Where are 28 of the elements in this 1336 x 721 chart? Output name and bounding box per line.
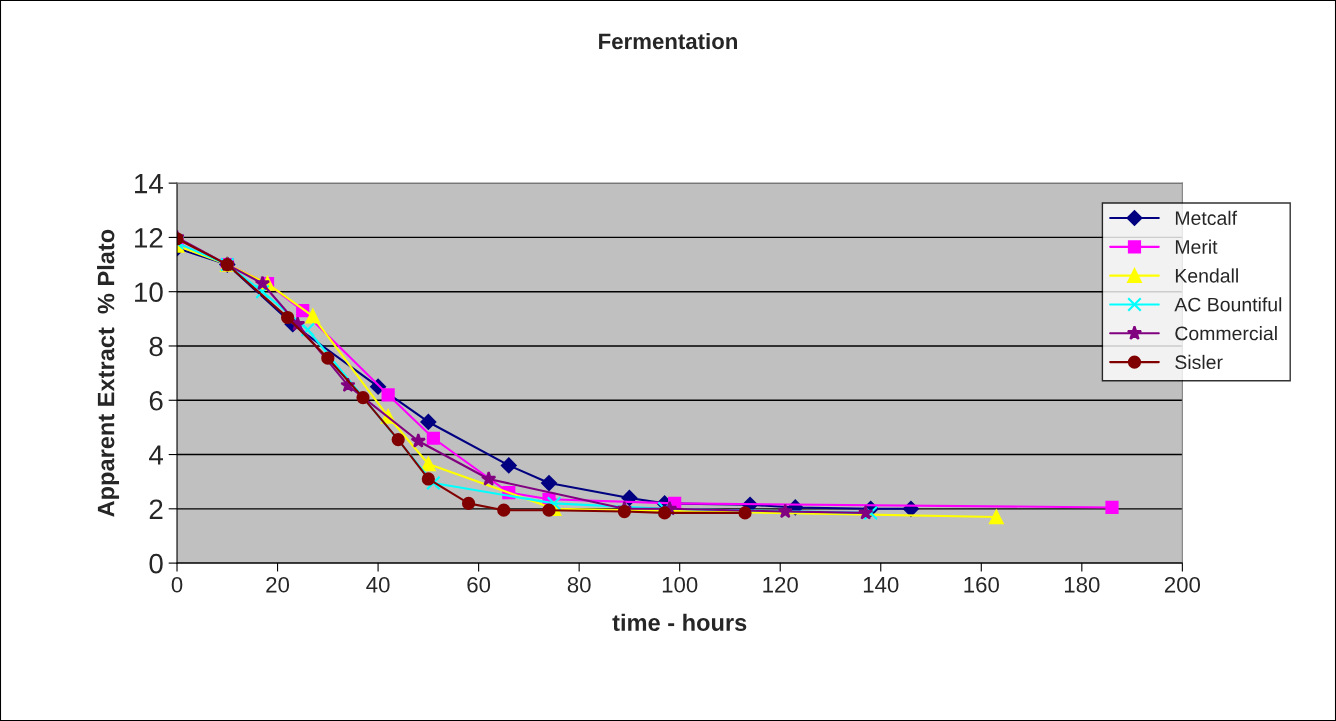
legend-label: Commercial bbox=[1175, 326, 1277, 341]
x-axis-title: time - hours bbox=[612, 613, 747, 632]
y-tick-label: 0 bbox=[149, 553, 163, 574]
y-tick-label: 10 bbox=[135, 282, 163, 303]
y-axis-title: Apparent Extract % Plato bbox=[97, 229, 120, 517]
legend-label: AC Bountiful bbox=[1174, 297, 1282, 312]
x-tick-label: 120 bbox=[763, 576, 798, 593]
legend-label: Sisler bbox=[1175, 354, 1223, 370]
y-tick-label: 14 bbox=[135, 174, 164, 194]
x-tick-label: 100 bbox=[662, 576, 698, 593]
legend-label: Kendall bbox=[1175, 268, 1238, 283]
chart-title: Fermentation bbox=[599, 32, 738, 50]
x-tick-label: 200 bbox=[1164, 576, 1201, 593]
x-tick-label: 60 bbox=[467, 576, 491, 593]
y-tick-label: 2 bbox=[149, 499, 163, 519]
y-tick-label: 6 bbox=[149, 390, 163, 411]
x-tick-label: 0 bbox=[171, 576, 183, 593]
x-tick-label: 80 bbox=[567, 576, 591, 593]
legend-label: Merit bbox=[1175, 239, 1218, 254]
x-tick-label: 160 bbox=[964, 576, 999, 593]
y-tick-label: 12 bbox=[135, 228, 163, 248]
x-tick-label: 180 bbox=[1064, 576, 1100, 593]
legend-label: Metcalf bbox=[1175, 210, 1238, 226]
y-tick-label: 8 bbox=[149, 336, 163, 357]
x-tick-label: 20 bbox=[266, 576, 290, 593]
y-tick-label: 4 bbox=[149, 445, 164, 465]
x-tick-label: 40 bbox=[366, 576, 390, 593]
x-tick-label: 140 bbox=[863, 576, 899, 593]
